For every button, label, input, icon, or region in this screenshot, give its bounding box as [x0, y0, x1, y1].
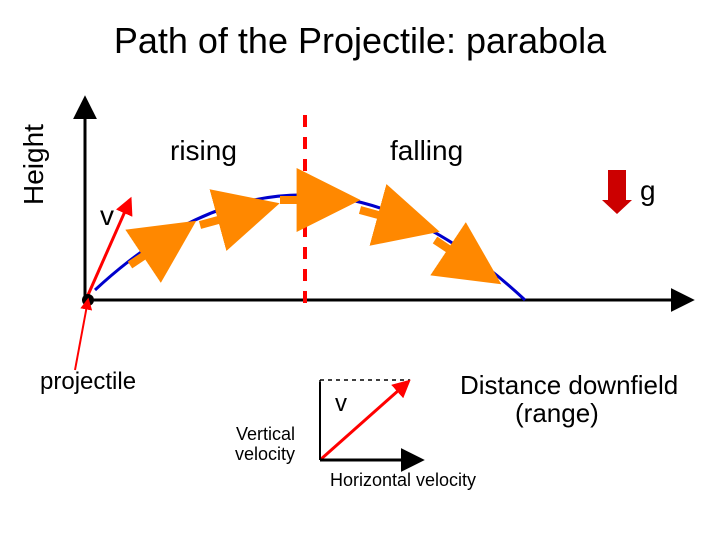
rising-label: rising [170, 135, 237, 167]
projectile-label: projectile [40, 368, 136, 396]
v-bottom-label: v [335, 390, 347, 418]
v-top-label: v [100, 200, 114, 232]
diagram-svg [0, 0, 720, 540]
distance-label-2: (range) [515, 398, 599, 429]
g-label: g [640, 175, 656, 207]
horizontal-velocity-label: Horizontal velocity [330, 470, 476, 491]
distance-label-1: Distance downfield [460, 370, 678, 401]
vertical-velocity-label: Verticalvelocity [235, 425, 295, 465]
falling-label: falling [390, 135, 463, 167]
